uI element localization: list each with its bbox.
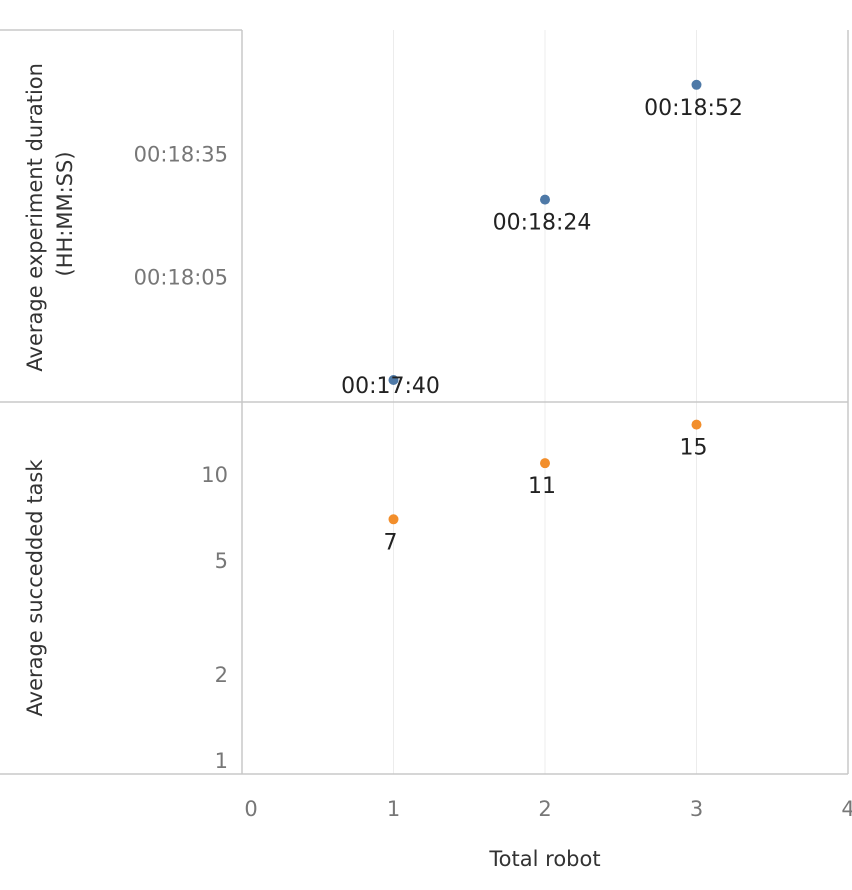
data-labels-layer: 00:17:40 00:18:24 00:18:52 7 11 15: [341, 96, 743, 555]
y-tick-label: 2: [215, 663, 228, 687]
x-tick-label: 3: [690, 797, 703, 821]
y-tick-label: 5: [215, 549, 228, 573]
data-point[interactable]: [691, 79, 702, 90]
x-tick-label: 0: [244, 797, 257, 821]
data-point[interactable]: [388, 375, 399, 385]
top-y-axis-title-line2: (HH:MM:SS): [53, 151, 77, 276]
data-label: 7: [384, 530, 398, 555]
frame-layer: [0, 29, 849, 775]
x-axis-title: Total robot: [488, 847, 600, 871]
data-label: 15: [680, 436, 708, 461]
data-label: 00:18:52: [644, 96, 743, 121]
data-point[interactable]: [388, 514, 399, 525]
data-point[interactable]: [540, 458, 550, 469]
y-tick-label: 1: [215, 749, 228, 773]
bottom-y-axis-title: Average succedded task: [23, 459, 47, 717]
top-y-axis-title: Average experiment duration (HH:MM:SS): [23, 56, 77, 371]
data-point[interactable]: [691, 419, 702, 430]
data-label: 00:17:40: [341, 374, 440, 399]
x-tick-label: 1: [387, 797, 400, 821]
top-y-axis-title-line1: Average experiment duration: [23, 63, 47, 372]
data-label: 11: [528, 474, 556, 499]
y-tick-label: 00:18:05: [134, 266, 228, 290]
points-layer: [388, 79, 702, 525]
x-tick-label: 4: [841, 797, 852, 821]
x-tick-label: 2: [538, 797, 551, 821]
y-tick-label: 00:18:35: [134, 143, 228, 167]
data-point[interactable]: [540, 194, 550, 205]
data-label: 00:18:24: [493, 211, 592, 236]
y-tick-label: 10: [201, 463, 228, 487]
